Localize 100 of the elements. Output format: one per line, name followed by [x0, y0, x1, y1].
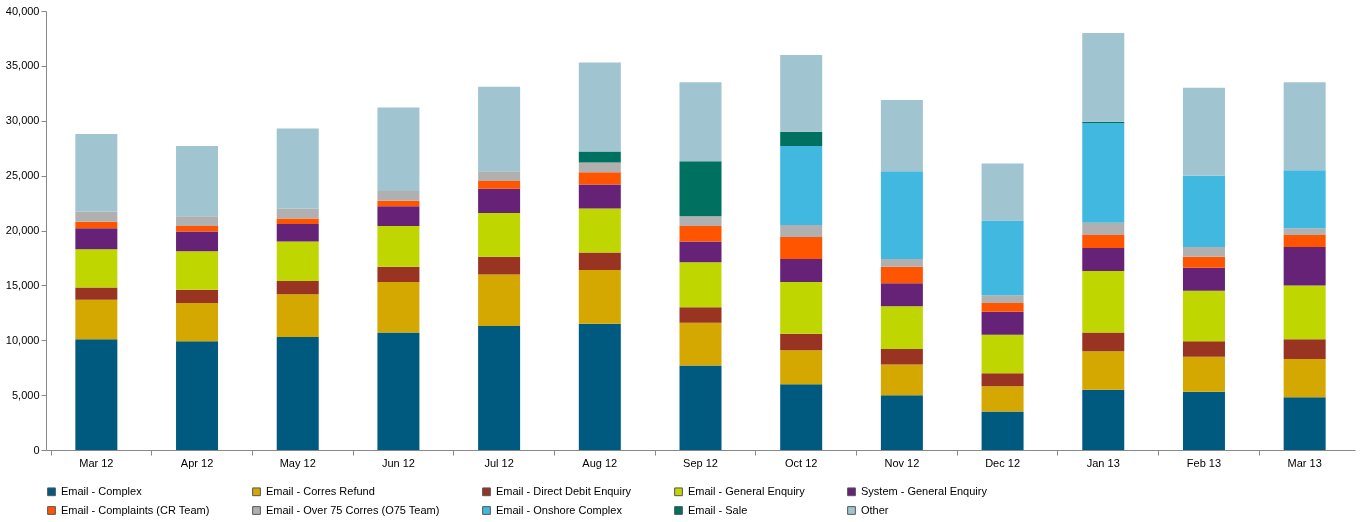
bar	[75, 228, 118, 250]
y-tick-label: 35,000	[5, 59, 40, 72]
bar	[478, 181, 521, 189]
bar	[377, 200, 420, 207]
bar	[377, 226, 420, 267]
bar	[1082, 32, 1125, 122]
bar	[679, 365, 722, 450]
bar	[75, 221, 118, 229]
bar	[276, 218, 319, 224]
bar	[780, 333, 823, 351]
bar	[679, 241, 722, 263]
x-tick-label: May 12	[279, 456, 316, 469]
bar	[75, 211, 118, 222]
bar	[478, 86, 521, 172]
bar	[578, 151, 621, 163]
bar	[75, 133, 118, 212]
x-tick-label: Jan 13	[1086, 456, 1120, 469]
bar	[780, 259, 823, 283]
bar	[578, 270, 621, 324]
legend-label: Email - Complex	[61, 484, 143, 497]
bar	[1182, 246, 1225, 257]
bar	[1082, 122, 1125, 223]
bar	[679, 216, 722, 227]
bar	[478, 188, 521, 213]
x-tick-label: Nov 12	[884, 456, 920, 469]
bar	[478, 171, 521, 182]
y-tick-label: 25,000	[5, 169, 40, 182]
bar	[981, 373, 1024, 387]
bar	[578, 62, 621, 152]
bar	[880, 99, 923, 172]
bar	[981, 386, 1024, 412]
bar	[1283, 285, 1326, 340]
bar	[1082, 222, 1125, 235]
bar	[578, 208, 621, 253]
bar	[880, 364, 923, 396]
bar	[1082, 271, 1125, 333]
bar	[276, 241, 319, 281]
bar	[679, 262, 722, 308]
bar	[276, 223, 319, 242]
bar	[981, 411, 1024, 450]
legend-label: Email - Corres Refund	[266, 484, 375, 497]
bar	[1082, 248, 1125, 272]
bar	[276, 336, 319, 450]
bar	[478, 212, 521, 257]
x-tick-label: Mar 13	[1287, 456, 1322, 469]
bar	[377, 107, 420, 191]
y-tick-label: 20,000	[5, 224, 40, 236]
bar	[377, 206, 420, 227]
bar	[1182, 267, 1225, 291]
bar	[377, 332, 420, 450]
bar	[578, 252, 621, 271]
bar	[1182, 256, 1225, 268]
bar	[1182, 175, 1225, 247]
bar	[75, 249, 118, 288]
bar	[578, 184, 621, 209]
bar	[1283, 339, 1326, 359]
bar	[176, 216, 219, 227]
x-tick-label: Feb 13	[1186, 456, 1222, 469]
legend-label: Email - Over 75 Corres (O75 Team)	[266, 503, 440, 516]
bar	[1182, 356, 1225, 392]
bar	[780, 237, 823, 260]
bar	[1182, 391, 1225, 450]
bar	[578, 162, 621, 173]
bar	[75, 339, 118, 450]
bar	[780, 145, 823, 226]
bar	[75, 287, 118, 300]
bar	[981, 220, 1024, 296]
x-tick-label: Oct 12	[784, 456, 818, 469]
y-tick-label: 30,000	[5, 114, 40, 127]
bar	[1283, 234, 1326, 247]
bar	[1082, 234, 1125, 249]
bar	[1283, 397, 1326, 450]
bar	[981, 311, 1024, 335]
bar	[880, 349, 923, 365]
bar	[276, 280, 319, 295]
legend-label: Email - Sale	[688, 503, 748, 516]
bar	[880, 306, 923, 350]
bar	[478, 325, 521, 450]
bar	[880, 259, 923, 267]
y-tick-label: 10,000	[5, 333, 40, 346]
bar	[1283, 358, 1326, 398]
legend-label: Email - General Enquiry	[688, 484, 806, 497]
y-tick-label: 15,000	[5, 278, 40, 291]
bar	[578, 172, 621, 185]
x-tick-label: Jul 12	[484, 456, 514, 469]
bar	[679, 161, 722, 217]
bar	[1182, 341, 1225, 357]
bar	[478, 274, 521, 326]
bar	[981, 334, 1024, 374]
bar	[176, 341, 219, 450]
x-tick-label: Apr 12	[180, 456, 214, 469]
bar	[880, 395, 923, 450]
bar	[880, 171, 923, 260]
legend-label: Other	[861, 503, 889, 516]
y-tick-label: 40,000	[5, 4, 40, 17]
bar	[981, 302, 1024, 312]
bar	[176, 231, 219, 252]
bar	[1283, 82, 1326, 171]
bar	[1182, 87, 1225, 176]
y-tick-label: 5,000	[11, 388, 40, 401]
